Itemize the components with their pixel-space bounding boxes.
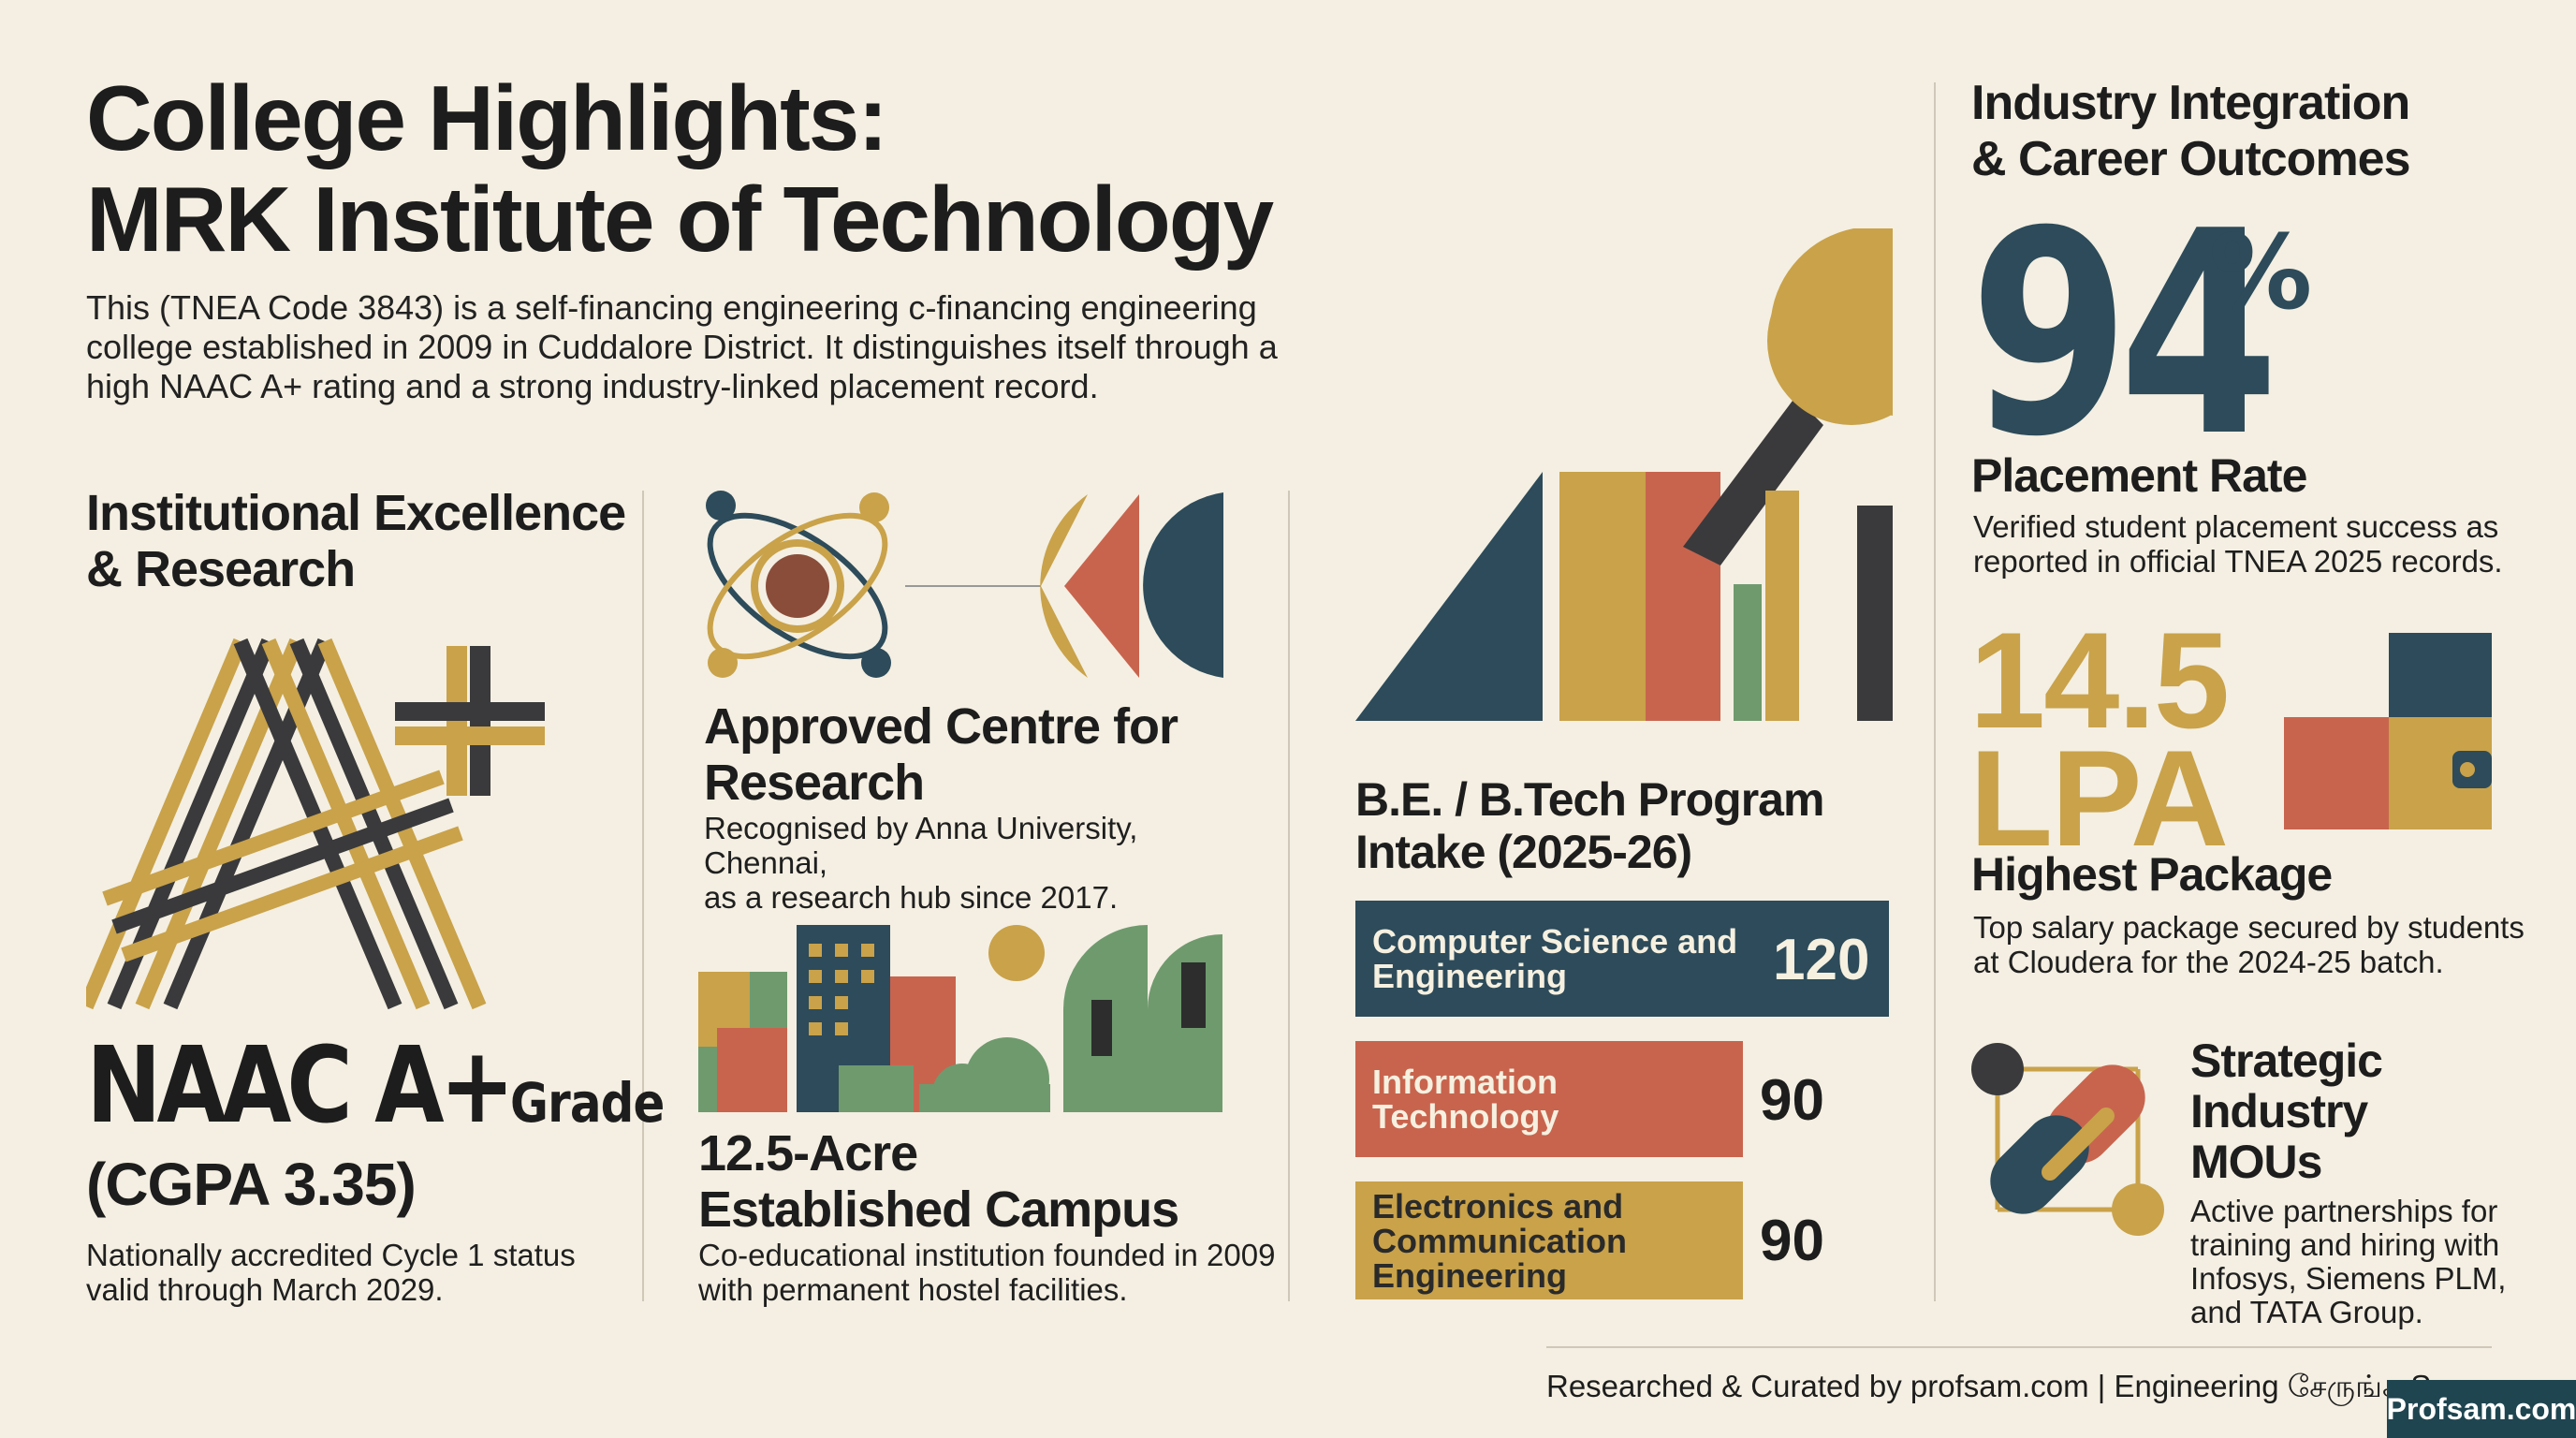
intro-text: This (TNEA Code 3843) is a self-financin…	[86, 288, 1278, 405]
research-heading-line-2: Research	[704, 755, 925, 811]
intake-bar-ece: Electronics and Communication Engineerin…	[1355, 1181, 1743, 1299]
footer-divider	[1546, 1346, 2492, 1348]
program-name-line: Computer Science and	[1372, 922, 1738, 961]
mou-desc: Active partnerships for training and hir…	[2190, 1195, 2509, 1329]
program-name-line: Information	[1372, 1063, 1558, 1101]
intake-bar-cse: Computer Science and Engineering	[1355, 901, 1889, 1017]
divider-1	[642, 491, 644, 1301]
mou-desc-line: Infosys, Siemens PLM,	[2190, 1261, 2507, 1296]
excellence-heading: Institutional Excellence & Research	[86, 485, 629, 597]
mou-heading-line-2: Industry	[2190, 1085, 2368, 1137]
campus-graphic	[698, 925, 1222, 1112]
research-heading-line-1: Approved Centre for	[704, 698, 1178, 755]
growth-graphic	[1355, 228, 1893, 721]
research-heading: Approved Centre for Research	[704, 698, 1266, 811]
excellence-desc-line-2: valid through March 2029.	[86, 1272, 444, 1307]
intake-heading-line-2: Intake (2025-26)	[1355, 826, 1692, 878]
campus-heading-line-1: 12.5-Acre	[698, 1125, 918, 1181]
intake-seats-ece: 90	[1760, 1209, 1824, 1273]
placement-unit: %	[2209, 213, 2313, 332]
research-desc-line-2: as a research hub since 2017.	[704, 880, 1119, 915]
campus-heading-line-2: Established Campus	[698, 1181, 1179, 1238]
chain-link-icon	[1971, 1043, 2164, 1236]
careers-heading-line-1: Industry Integration	[1971, 76, 2410, 130]
excellence-heading-line-2: & Research	[86, 541, 356, 597]
program-name-line: Electronics and	[1372, 1186, 1624, 1225]
campus-desc-line-2: with permanent hostel facilities.	[698, 1272, 1128, 1307]
package-value: 14.5 LPA	[1969, 604, 2230, 874]
page-title: College Highlights: MRK Institute of Tec…	[86, 67, 1397, 270]
excellence-desc-line-1: Nationally accredited Cycle 1 status	[86, 1238, 576, 1272]
naac-grade-main: NAAC A+	[86, 1025, 515, 1147]
excellence-desc: Nationally accredited Cycle 1 status val…	[86, 1238, 629, 1307]
intake-bar-label: Information Technology	[1355, 1064, 1559, 1134]
program-name-line: Engineering	[1372, 1255, 1568, 1295]
intake-bar-label: Electronics and Communication Engineerin…	[1355, 1189, 1627, 1293]
divider-2	[1288, 491, 1290, 1301]
placement-desc-line-1: Verified student placement success as	[1973, 509, 2499, 544]
package-desc-line-2: at Cloudera for the 2024-25 batch.	[1973, 945, 2444, 979]
campus-desc: Co-educational institution founded in 20…	[698, 1238, 1279, 1307]
campus-heading: 12.5-Acre Established Campus	[698, 1125, 1279, 1238]
package-number: 14.5	[1969, 604, 2230, 756]
package-unit: LPA	[1969, 722, 2229, 874]
program-name-line: Engineering	[1372, 957, 1568, 995]
research-desc: Recognised by Anna University, Chennai, …	[704, 811, 1266, 915]
placement-value: 94	[1969, 171, 2279, 498]
intake-bar-label: Computer Science and Engineering	[1355, 924, 1737, 993]
mou-heading: Strategic Industry MOUs	[2190, 1035, 2490, 1187]
mou-desc-line: Active partnerships for	[2190, 1194, 2498, 1228]
title-line-2: MRK Institute of Technology	[86, 168, 1274, 271]
package-desc: Top salary package secured by students a…	[1973, 910, 2554, 979]
naac-grade: NAAC A+Grade	[86, 1030, 665, 1159]
intake-seats-it: 90	[1760, 1068, 1824, 1133]
cgpa-value: (CGPA 3.35)	[86, 1151, 417, 1218]
intake-seats-cse: 120	[1773, 928, 1870, 992]
campus-desc-line-1: Co-educational institution founded in 20…	[698, 1238, 1276, 1272]
placement-desc-line-2: reported in official TNEA 2025 records.	[1973, 544, 2503, 579]
title-line-1: College Highlights:	[86, 66, 888, 169]
careers-heading: Industry Integration & Career Outcomes	[1971, 75, 2552, 187]
mou-desc-line: training and hiring with	[2190, 1227, 2500, 1262]
intake-bar-it: Information Technology	[1355, 1041, 1743, 1157]
mou-heading-line-1: Strategic	[2190, 1034, 2383, 1087]
mou-desc-line: and TATA Group.	[2190, 1295, 2423, 1329]
package-desc-line-1: Top salary package secured by students	[1973, 910, 2525, 945]
divider-3	[1934, 82, 1936, 1301]
mou-heading-line-3: MOUs	[2190, 1136, 2322, 1188]
naac-grade-suffix: Grade	[510, 1071, 665, 1135]
careers-heading-line-2: & Career Outcomes	[1971, 132, 2411, 186]
package-label: Highest Package	[1971, 848, 2333, 901]
research-desc-line-1: Recognised by Anna University, Chennai,	[704, 811, 1138, 880]
placement-label: Placement Rate	[1971, 449, 2307, 502]
footer-credit: Researched & Curated by profsam.com | En…	[1546, 1369, 2457, 1403]
a-plus-graphic	[86, 638, 545, 1010]
profsam-badge[interactable]: Profsam.com	[2387, 1380, 2576, 1438]
atom-graphic	[706, 491, 1223, 678]
program-name-line: Technology	[1372, 1097, 1559, 1136]
intake-heading-line-1: B.E. / B.Tech Program	[1355, 773, 1824, 826]
placement-desc: Verified student placement success as re…	[1973, 509, 2554, 579]
excellence-heading-line-1: Institutional Excellence	[86, 485, 626, 541]
program-name-line: Communication	[1372, 1221, 1628, 1260]
intake-heading: B.E. / B.Tech Program Intake (2025-26)	[1355, 773, 1917, 878]
wallet-icon	[2284, 633, 2492, 829]
